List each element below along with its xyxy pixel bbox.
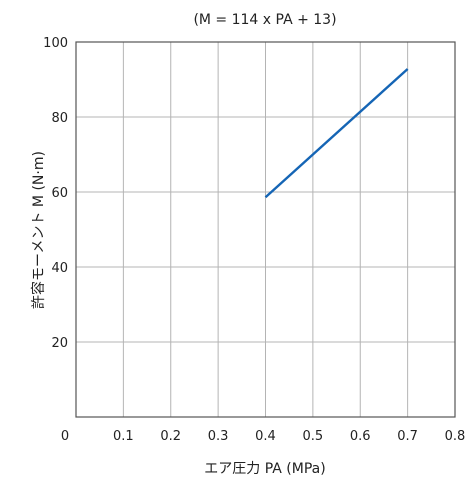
y-tick-label: 60 [51, 186, 68, 201]
series-layer [264, 68, 409, 199]
y-axis-title: 許容モーメント M (N·m) [30, 151, 47, 309]
tick-labels: 0 0.1 0.2 0.3 0.4 0.5 0.6 0.7 0.8 20 40 60 80 100 [43, 36, 465, 444]
chart-subtitle: (M = 114 x PA + 13) [193, 12, 336, 28]
x-tick-label: 0 [61, 429, 69, 444]
series-line [264, 68, 409, 199]
y-tick-label: 20 [51, 336, 68, 351]
x-tick-label: 0.2 [160, 429, 181, 444]
x-tick-label: 0.5 [303, 429, 324, 444]
y-tick-label: 40 [51, 261, 68, 276]
plot-frame [75, 41, 456, 418]
y-tick-label: 100 [43, 36, 68, 51]
x-tick-label: 0.1 [113, 429, 134, 444]
grid [75, 41, 456, 418]
x-axis-title: エア圧力 PA (MPa) [204, 461, 325, 477]
x-tick-label: 0.8 [445, 429, 466, 444]
x-tick-label: 0.7 [397, 429, 418, 444]
y-tick-label: 80 [51, 111, 68, 126]
x-tick-label: 0.4 [255, 429, 276, 444]
x-tick-label: 0.6 [350, 429, 371, 444]
x-tick-label: 0.3 [208, 429, 229, 444]
